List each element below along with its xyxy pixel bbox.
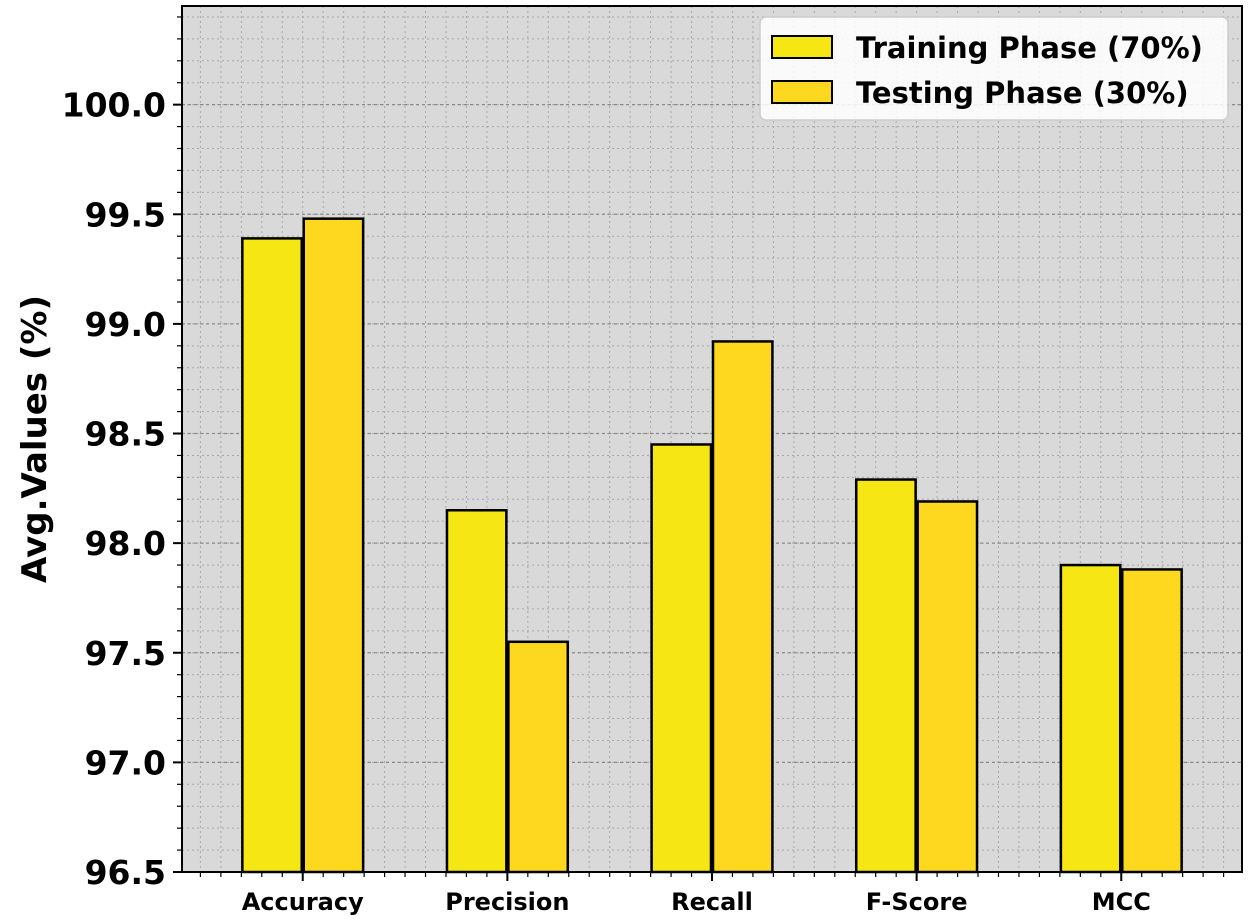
y-tick-label: 98.0	[85, 524, 166, 563]
y-axis-label: Avg.Values (%)	[15, 295, 55, 583]
y-tick-label: 97.5	[85, 634, 166, 673]
y-tick-label: 97.0	[85, 743, 166, 782]
bar-training-accuracy	[241, 237, 303, 874]
legend-swatch-training	[771, 35, 833, 59]
y-tick-label: 98.5	[85, 415, 166, 454]
x-tick-label: MCC	[1092, 888, 1151, 916]
x-tick-labels: Accuracy Precision Recall F-Score MCC	[242, 888, 1151, 916]
legend-box	[759, 16, 1229, 121]
x-tick-label: Accuracy	[242, 888, 364, 916]
bar-testing-mcc	[1121, 568, 1183, 874]
bar-training-f-score	[854, 478, 917, 874]
y-tick-label: 99.5	[85, 195, 166, 234]
bars	[241, 217, 1183, 874]
y-tick-label: 100.0	[62, 86, 166, 125]
bar-testing-recall	[711, 340, 774, 874]
bar-training-precision	[445, 509, 508, 874]
x-tick-label: Recall	[671, 888, 753, 916]
y-tick-label: 99.0	[85, 305, 166, 344]
bar-training-recall	[650, 443, 713, 874]
bar-testing-precision	[507, 640, 570, 874]
bar-testing-accuracy	[302, 217, 365, 874]
legend-label-testing: Testing Phase (30%)	[856, 76, 1189, 110]
bar-training-mcc	[1059, 563, 1122, 874]
x-tick-label: F-Score	[866, 888, 968, 916]
y-tick-labels: 96.5 97.0 97.5 98.0 98.5 99.0 99.5 100.0	[62, 86, 166, 892]
y-tick-label: 96.5	[85, 853, 166, 892]
legend: Training Phase (70%) Testing Phase (30%)	[759, 16, 1229, 121]
bar-testing-f-score	[916, 500, 979, 874]
legend-swatch-testing	[771, 80, 833, 104]
axes	[173, 5, 1243, 881]
x-tick-label: Precision	[445, 888, 569, 916]
legend-label-training: Training Phase (70%)	[856, 31, 1203, 65]
